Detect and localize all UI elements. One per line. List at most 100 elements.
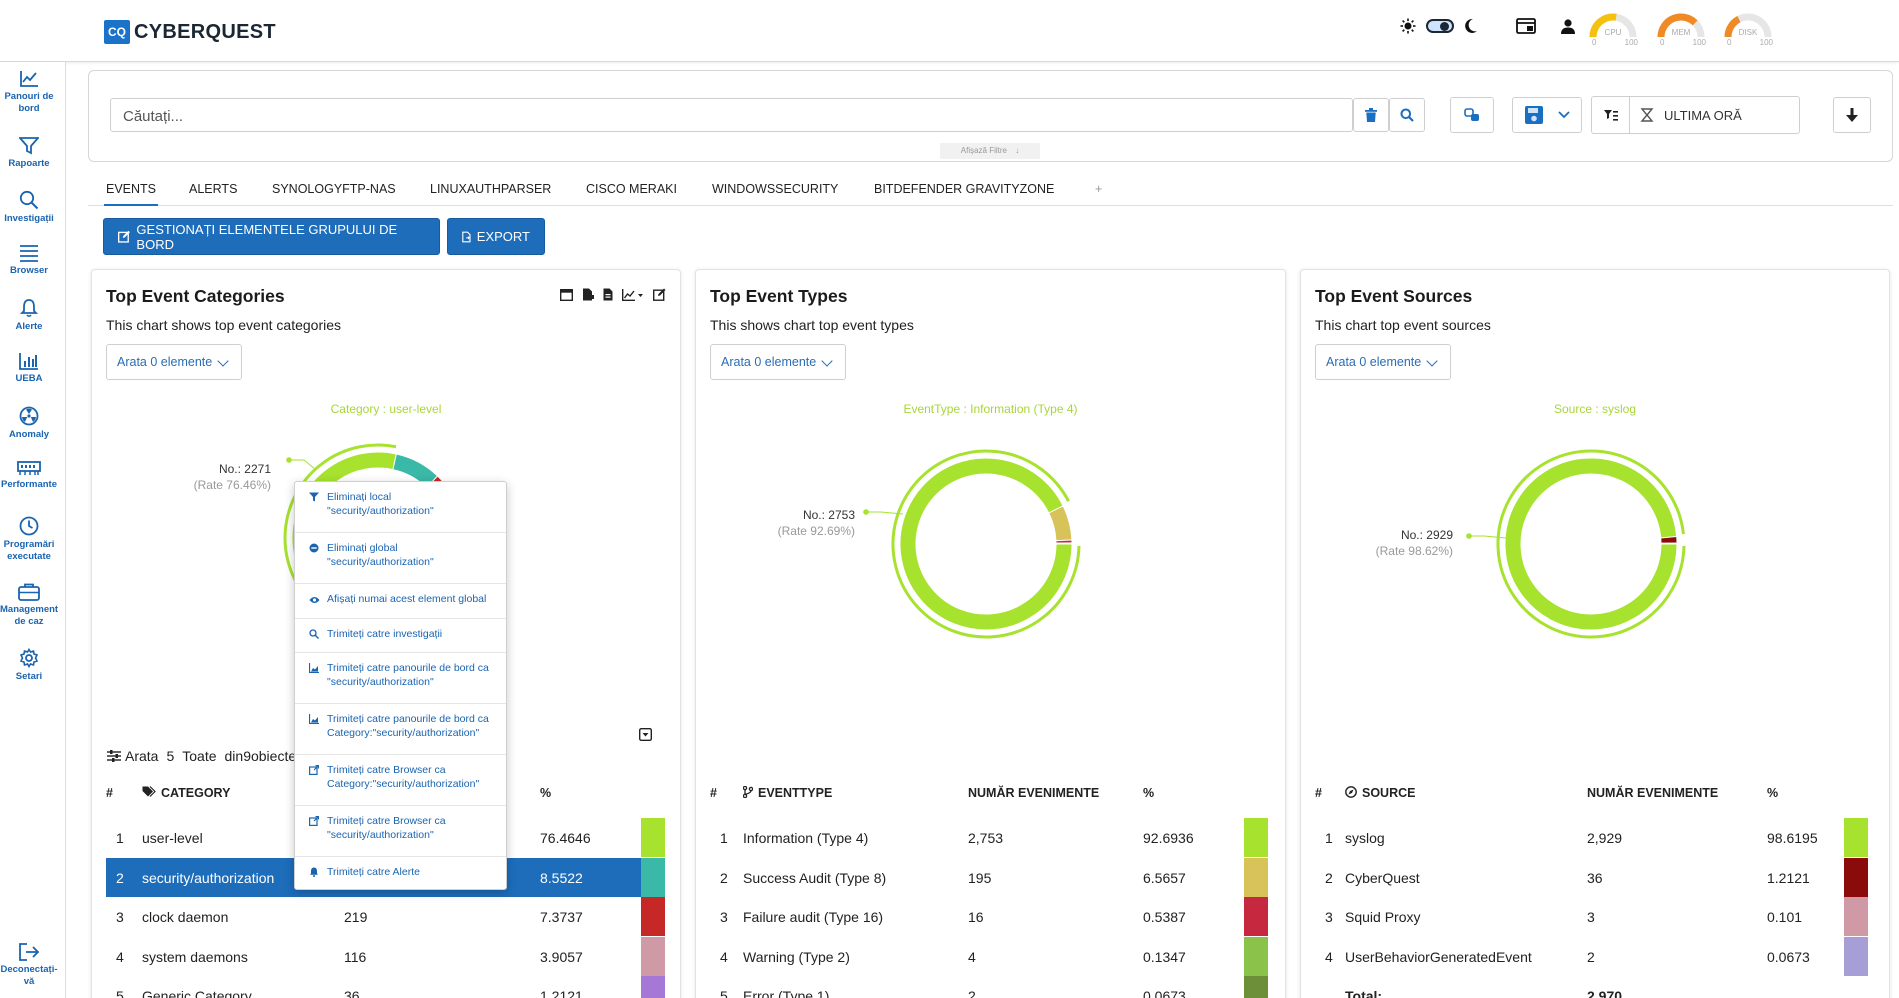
column-header-label: NUMĂR EVENIMENTE <box>1587 786 1719 800</box>
row-color-swatch <box>1244 857 1268 897</box>
sidebar-item-6[interactable]: Anomaly <box>0 406 58 441</box>
context-menu-item[interactable]: Eliminați global "security/authorization… <box>295 533 506 584</box>
table-row[interactable]: 5 Generic Category 36 1.2121 <box>106 976 665 998</box>
table-row[interactable]: 3 Squid Proxy 3 0.101 <box>1315 897 1868 936</box>
sidebar-item-7[interactable]: Performante <box>0 460 58 491</box>
sidebar-item-3[interactable]: Browser <box>0 244 58 277</box>
gauge-max: 100 <box>1624 38 1638 47</box>
context-menu-item[interactable]: Trimiteți catre panourile de bord ca Cat… <box>295 704 506 755</box>
edit-icon <box>118 230 130 243</box>
manage-elements-button[interactable]: GESTIONAȚI ELEMENTELE GRUPULUI DE BORD <box>103 218 440 255</box>
logo[interactable]: CQ CYBERQUEST <box>104 20 276 44</box>
table-icon[interactable] <box>559 288 574 306</box>
table-row[interactable]: 4 system daemons 116 3.9057 <box>106 936 665 976</box>
tab-4[interactable]: CISCO MERAKI <box>586 182 677 196</box>
donut-slice[interactable] <box>1504 457 1678 631</box>
sidebar-item-9[interactable]: Management de caz <box>0 583 58 628</box>
column-header[interactable]: # <box>1315 786 1322 800</box>
context-menu-label: Trimiteți catre Browser ca "security/aut… <box>327 815 446 841</box>
pagination-part[interactable]: Toate <box>182 748 217 764</box>
context-menu-item[interactable]: Trimiteți catre Browser ca "security/aut… <box>295 806 506 857</box>
table-row[interactable]: 2 Success Audit (Type 8) 195 6.5657 <box>710 857 1268 897</box>
column-header[interactable]: # <box>106 786 113 800</box>
save-search-button[interactable] <box>1512 97 1582 133</box>
donut-highlight-ring <box>891 449 1081 639</box>
sidebar-item-5[interactable]: UEBA <box>0 352 58 385</box>
filter-icon <box>309 492 319 506</box>
moon-icon <box>1465 18 1477 33</box>
search-input[interactable]: Căutați... <box>110 98 1353 132</box>
column-header[interactable]: % <box>1143 786 1154 800</box>
filter-list-icon <box>1603 110 1618 121</box>
theme-toggle[interactable] <box>1426 19 1454 33</box>
sidebar-item-0[interactable]: Panouri de bord <box>0 70 58 115</box>
column-header[interactable]: NUMĂR EVENIMENTE <box>968 786 1099 800</box>
edit-icon[interactable] <box>652 288 666 306</box>
column-header[interactable]: EVENTTYPE <box>742 785 832 800</box>
table-row[interactable]: 4 Warning (Type 2) 4 0.1347 <box>710 936 1268 976</box>
table-row[interactable]: 1 Information (Type 4) 2,753 92.6936 <box>710 818 1268 857</box>
tab-0[interactable]: EVENTS <box>104 178 159 206</box>
column-header[interactable]: % <box>1767 786 1778 800</box>
pagination-part[interactable]: 5 <box>166 748 175 764</box>
logout-button[interactable]: Deconectați-vă <box>0 943 58 988</box>
context-menu-item[interactable]: Eliminați local "security/authorization" <box>295 482 506 533</box>
donut-slice[interactable] <box>1048 505 1073 542</box>
table-row[interactable]: 3 Failure audit (Type 16) 16 0.5387 <box>710 897 1268 936</box>
tab-2[interactable]: SYNOLOGYFTP-NAS <box>272 182 396 196</box>
sidebar-item-label: Alerte <box>15 321 43 332</box>
window-icon[interactable] <box>1516 18 1536 34</box>
tab-3[interactable]: LINUXAUTHPARSER <box>430 182 552 196</box>
link-filters-button[interactable] <box>1450 97 1494 133</box>
sidebar-item-label: Setari <box>15 671 43 682</box>
donut-slice[interactable] <box>1660 536 1678 544</box>
sidebar-item-10[interactable]: Setari <box>0 648 58 683</box>
show-filters-toggle[interactable]: Afișază Filtre ↓ <box>940 143 1040 159</box>
download-button[interactable] <box>1833 97 1871 133</box>
context-menu-item[interactable]: Trimiteți catre Alerte <box>295 857 506 890</box>
context-menu-item[interactable]: Trimiteți catre panourile de bord ca "se… <box>295 653 506 704</box>
search-button[interactable] <box>1389 98 1425 132</box>
file-csv-icon[interactable] <box>582 288 594 306</box>
table-row[interactable]: 2 CyberQuest 36 1.2121 <box>1315 857 1868 897</box>
tab-6[interactable]: BITDEFENDER GRAVITYZONE <box>874 182 1055 196</box>
donut-slice[interactable] <box>899 457 1073 631</box>
sidebar-item-1[interactable]: Rapoarte <box>0 137 58 170</box>
table-row[interactable]: 5 Error (Type 1) 2 0.0673 <box>710 976 1268 998</box>
chart-type-icon[interactable] <box>622 288 644 306</box>
column-header-label: % <box>1143 786 1155 800</box>
gauge-mem: MEM 0 100 <box>1656 10 1706 50</box>
file-pdf-icon[interactable] <box>603 288 613 306</box>
column-header[interactable]: SOURCE <box>1345 786 1415 800</box>
table-row[interactable]: 3 clock daemon 219 7.3737 <box>106 897 665 936</box>
items-dropdown[interactable]: Arata 0 elemente <box>106 344 242 380</box>
export-button[interactable]: EXPORT <box>447 218 545 255</box>
context-menu-item[interactable]: Afișați numai acest element global <box>295 584 506 619</box>
column-header[interactable]: CATEGORY <box>142 786 230 800</box>
time-filter-button[interactable] <box>1592 97 1630 133</box>
context-menu-item[interactable]: Trimiteți catre investigații <box>295 619 506 653</box>
chart-panel-1: Top Event Types This shows chart top even… <box>695 269 1286 998</box>
dashboard-tabs: EVENTS ALERTS SYNOLOGYFTP-NAS LINUXAUTHPARS… <box>88 178 1893 206</box>
gauge-min: 0 <box>1660 38 1665 47</box>
sliders-icon[interactable] <box>107 748 125 764</box>
column-header[interactable]: # <box>710 786 717 800</box>
tab-1[interactable]: ALERTS <box>189 182 238 196</box>
sidebar-item-8[interactable]: Programări executate <box>0 516 58 563</box>
table-row[interactable]: 4 UserBehaviorGeneratedEvent 2 0.0673 <box>1315 936 1868 976</box>
clear-search-button[interactable] <box>1353 98 1389 132</box>
collapse-table-icon[interactable] <box>638 727 653 746</box>
column-header[interactable]: % <box>540 786 551 800</box>
context-menu-item[interactable]: Trimiteți catre Browser ca Category:"sec… <box>295 755 506 806</box>
items-dropdown[interactable]: Arata 0 elemente <box>1315 344 1451 380</box>
items-dropdown[interactable]: Arata 0 elemente <box>710 344 846 380</box>
tab-7[interactable]: + <box>1095 182 1103 196</box>
table-row[interactable]: 1 syslog 2,929 98.6195 <box>1315 818 1868 857</box>
time-range-picker[interactable]: ULTIMA ORĂ <box>1591 96 1800 134</box>
user-icon[interactable] <box>1560 18 1576 34</box>
sidebar-item-4[interactable]: Alerte <box>0 298 58 333</box>
sidebar-item-2[interactable]: Investigații <box>0 190 58 225</box>
column-header[interactable]: NUMĂR EVENIMENTE <box>1587 786 1718 800</box>
list-icon <box>0 244 58 262</box>
tab-5[interactable]: WINDOWSSECURITY <box>712 182 839 196</box>
